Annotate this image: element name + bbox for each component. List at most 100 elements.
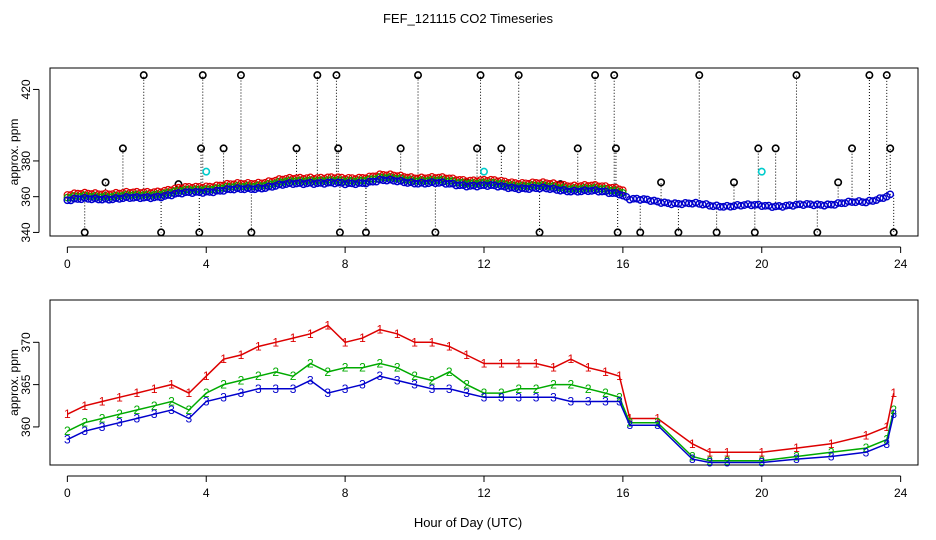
blue-sample [802, 200, 811, 208]
spike-point [535, 228, 544, 237]
series-marker-3: 3 [883, 437, 890, 451]
series-marker-1: 1 [220, 352, 227, 366]
series-line-1 [67, 324, 895, 454]
blue-sample [813, 200, 822, 209]
blue-sample [737, 201, 745, 210]
blue-sample [80, 194, 89, 202]
series-marker-2: 2 [324, 365, 331, 379]
x-tick-label: 16 [616, 486, 630, 500]
series-marker-1: 1 [394, 327, 401, 341]
series-marker-2: 2 [463, 378, 470, 392]
series-marker-1: 1 [890, 386, 897, 400]
y-tick-label: 360 [19, 186, 33, 206]
series-marker-2: 2 [626, 416, 633, 430]
series-marker-2: 2 [616, 390, 623, 404]
blue-sample [778, 203, 787, 211]
top-panel: 0 4 8 12 16 20 24 340 360 380 420 approx. ppm [7, 67, 919, 271]
blue-sample [855, 197, 863, 205]
y-tick-label: 420 [19, 79, 33, 99]
blue-sample [726, 202, 735, 211]
series-marker-2: 2 [883, 433, 890, 447]
blue-sample [497, 182, 506, 190]
series-marker-2: 2 [890, 403, 897, 417]
series-marker-3: 3 [706, 455, 713, 469]
blue-sample [660, 198, 669, 207]
series-marker-3: 3 [585, 395, 592, 409]
blue-sample [358, 179, 367, 188]
series-marker-2: 2 [689, 450, 696, 464]
blue-sample [445, 179, 454, 188]
blue-sample [278, 181, 287, 189]
blue-sample [91, 194, 100, 203]
series-marker-2: 2 [758, 454, 765, 468]
blue-sample [750, 201, 759, 209]
spike-point [247, 228, 256, 237]
spike-point [197, 144, 206, 153]
series-marker-3: 3 [394, 373, 401, 387]
blue-sample [334, 178, 343, 187]
series-marker-3: 3 [133, 411, 140, 425]
spike-point [813, 228, 822, 237]
blue-sample [712, 201, 721, 210]
series-marker-2: 2 [654, 416, 661, 430]
series-marker-2: 2 [307, 356, 314, 370]
series-marker-3: 3 [446, 382, 453, 396]
series-marker-2: 2 [342, 361, 349, 375]
series-marker-1: 1 [376, 323, 383, 337]
spike-point [865, 71, 874, 80]
series-marker-2: 2 [133, 403, 140, 417]
spike-point [657, 178, 666, 187]
blue-sample [247, 185, 256, 194]
blue-sample [487, 181, 495, 189]
series-marker-1: 1 [116, 390, 123, 404]
series-marker-3: 3 [168, 403, 175, 417]
series-marker-1: 1 [706, 445, 713, 459]
series-marker-3: 3 [359, 378, 366, 392]
chart-title: FEF_121115 CO2 Timeseries [383, 11, 554, 26]
blue-sample [233, 184, 242, 193]
series-marker-2: 2 [863, 441, 870, 455]
spike-point [332, 71, 341, 80]
blue-sample [837, 199, 846, 208]
spike-point [611, 144, 620, 153]
series-marker-3: 3 [64, 433, 71, 447]
blue-sample [768, 203, 777, 212]
series-marker-2: 2 [724, 454, 731, 468]
spike-point [613, 228, 622, 237]
series-marker-3: 3 [342, 382, 349, 396]
x-tick-label: 8 [342, 257, 349, 271]
blue-sample [257, 184, 266, 193]
series-marker-2: 2 [255, 369, 262, 383]
series-marker-2: 2 [550, 378, 557, 392]
series-marker-2: 2 [411, 369, 418, 383]
blue-sample [584, 187, 593, 196]
series-marker-2: 2 [359, 361, 366, 375]
x-tick-label: 16 [616, 257, 630, 271]
series-marker-3: 3 [533, 390, 540, 404]
spike-point [591, 71, 600, 80]
x-tick-label: 0 [64, 257, 71, 271]
series-marker-1: 1 [255, 340, 262, 354]
series-marker-2: 2 [64, 424, 71, 438]
y-tick-label: 360 [19, 417, 33, 437]
series-marker-1: 1 [758, 445, 765, 459]
series-marker-2: 2 [238, 373, 245, 387]
plot-frame [49, 67, 919, 237]
blue-sample [216, 186, 225, 195]
series-marker-2: 2 [567, 378, 574, 392]
spike-point [889, 228, 898, 237]
series-marker-3: 3 [890, 407, 897, 421]
series-marker-2: 2 [585, 382, 592, 396]
series-marker-3: 3 [481, 390, 488, 404]
x-tick-label: 20 [755, 486, 769, 500]
cyan-point [479, 167, 488, 176]
blue-sample [309, 180, 318, 189]
spike-point [695, 71, 704, 80]
series-marker-1: 1 [616, 369, 623, 383]
spike-point [636, 228, 645, 237]
series-marker-3: 3 [411, 378, 418, 392]
series-marker-2: 2 [429, 373, 436, 387]
blue-sample [226, 185, 235, 194]
spike-point [292, 144, 301, 153]
